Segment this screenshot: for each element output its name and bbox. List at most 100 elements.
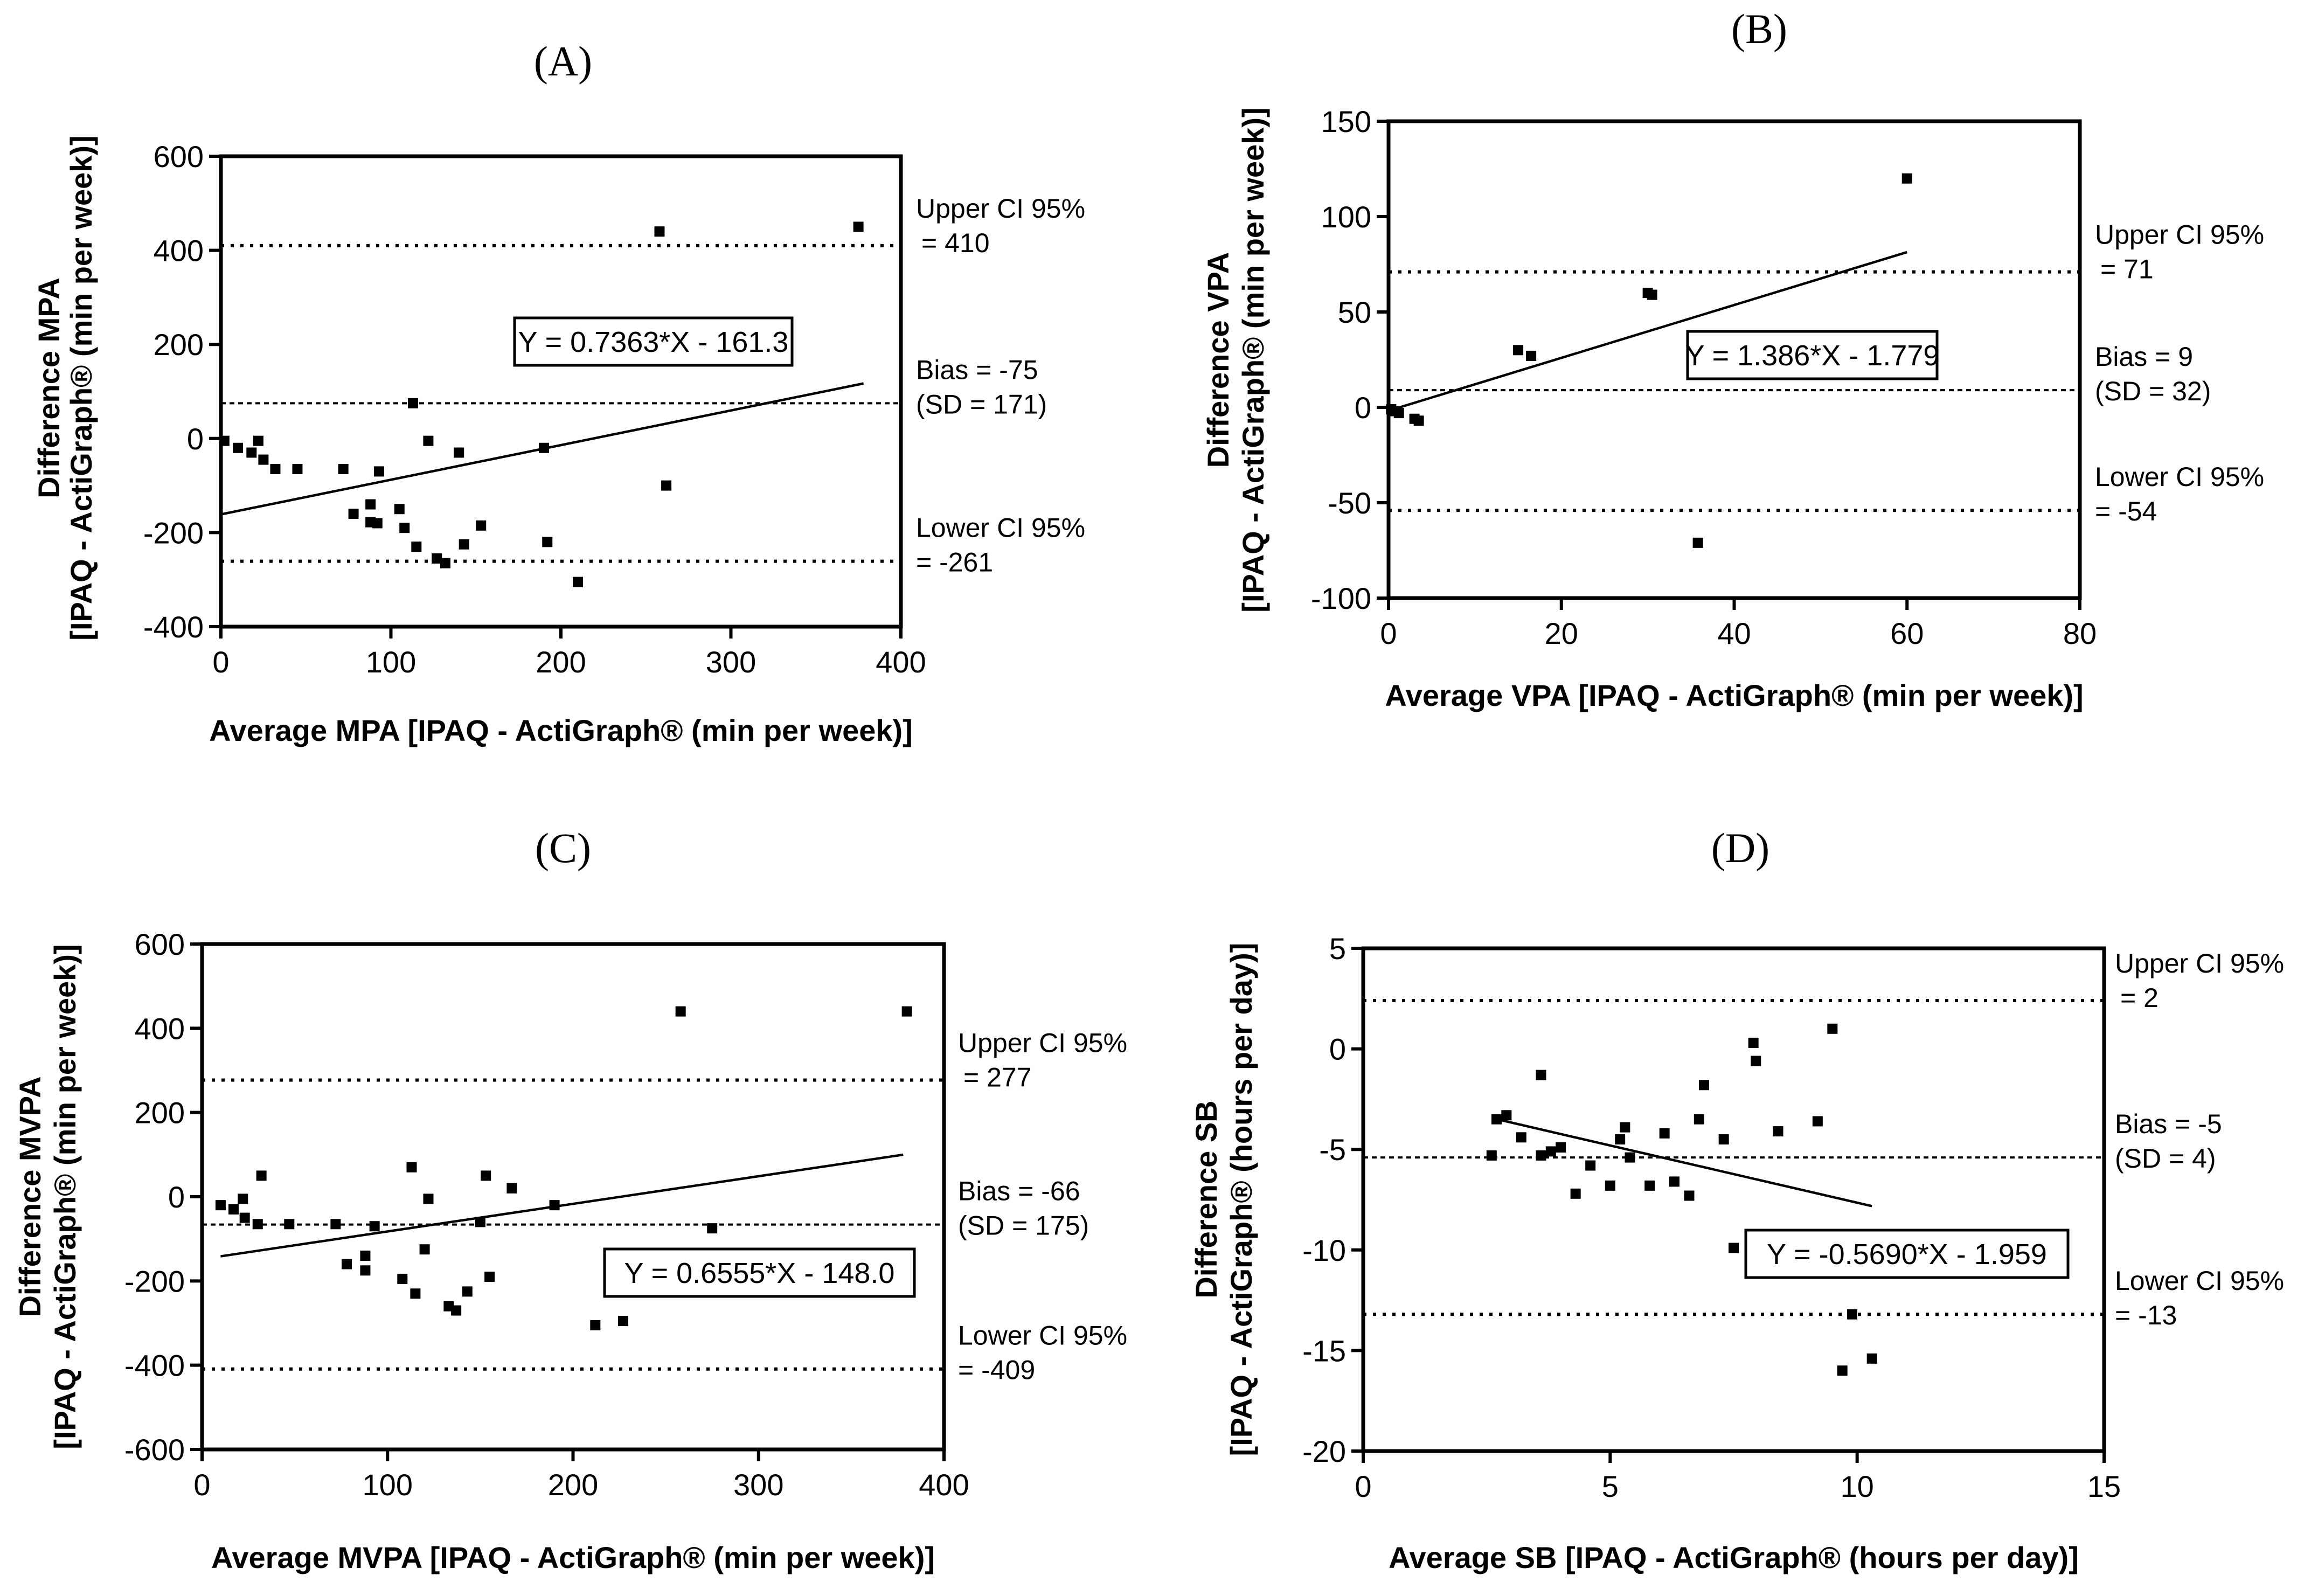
lower-ci-value: = -13 — [2115, 1300, 2177, 1330]
chart-panel-b: (B) -100 -50 0 50 100 150 0 20 40 60 80 Y = 1.386*X … — [1201, 5, 2264, 712]
data-point — [1625, 1152, 1635, 1163]
data-point — [542, 537, 553, 547]
y-tick-label: -200 — [124, 1264, 185, 1298]
data-point — [219, 435, 230, 446]
data-point — [252, 1219, 263, 1230]
data-point — [476, 520, 487, 531]
y-axis-label-line2: [IPAQ - ActiGraph® (hours per day)] — [1224, 943, 1258, 1456]
data-point — [853, 221, 864, 232]
data-point — [394, 504, 405, 515]
x-axis-label: Average SB [IPAQ - ActiGraph® (hours per… — [1389, 1541, 2079, 1574]
data-point — [284, 1219, 295, 1230]
data-point — [538, 442, 549, 453]
x-tick-label: 100 — [363, 1468, 413, 1502]
bias-sd-value: (SD = 4) — [2115, 1143, 2216, 1174]
y-tick-label: -600 — [124, 1433, 185, 1467]
data-point — [506, 1183, 517, 1193]
data-point — [410, 1288, 421, 1299]
chart-panel-c: (C) -600 -400 -200 0 200 400 600 0 100 200 300 400 Y … — [13, 824, 1127, 1574]
data-point — [573, 577, 584, 587]
data-point — [369, 1221, 380, 1232]
upper-ci-label: Upper CI 95% — [2095, 220, 2264, 250]
y-tick-label: 400 — [135, 1011, 185, 1045]
regression-equation-box — [513, 316, 794, 367]
lower-ci-label: Lower CI 95% — [916, 513, 1085, 543]
y-axis-label-line1: Difference MVPA — [13, 1076, 47, 1317]
lower-ci-label: Lower CI 95% — [958, 1321, 1127, 1351]
data-point — [373, 466, 384, 477]
x-tick-label: 0 — [193, 1468, 210, 1502]
data-point — [454, 447, 464, 458]
data-point — [399, 523, 410, 533]
data-point — [360, 1250, 371, 1261]
data-point — [1694, 1114, 1704, 1125]
upper-ci-value: = 2 — [2120, 983, 2159, 1013]
bias-label: Bias = -66 — [958, 1176, 1080, 1206]
data-point — [397, 1273, 408, 1284]
y-axis-label-line1: Difference SB — [1189, 1100, 1223, 1298]
data-point — [1748, 1037, 1759, 1048]
bias-sd-value: (SD = 32) — [2095, 376, 2211, 406]
data-point — [1644, 1180, 1655, 1191]
data-point — [1501, 1110, 1512, 1121]
data-point — [238, 1193, 248, 1204]
data-point — [901, 1006, 912, 1017]
data-point — [1718, 1134, 1729, 1145]
y-tick-label: -400 — [143, 610, 204, 644]
data-point — [1536, 1150, 1546, 1161]
data-point — [411, 542, 422, 552]
y-tick-label: 150 — [1321, 105, 1371, 138]
data-point — [423, 435, 434, 446]
regression-equation: Y = 1.386*X - 1.779 — [1685, 339, 1940, 372]
data-point — [1570, 1188, 1581, 1199]
data-point — [228, 1204, 239, 1215]
regression-equation-box — [1686, 330, 1939, 380]
lower-ci-label: Lower CI 95% — [2095, 462, 2264, 492]
data-point — [342, 1259, 352, 1269]
x-tick-label: 0 — [212, 645, 229, 679]
upper-ci-label: Upper CI 95% — [2115, 948, 2284, 979]
regression-line — [1388, 251, 1907, 412]
plot-frame — [200, 942, 946, 1452]
data-point — [459, 539, 469, 550]
y-tick-label: 5 — [1329, 932, 1346, 966]
bias-sd-value: (SD = 171) — [916, 389, 1047, 419]
data-point — [1669, 1176, 1679, 1187]
data-point — [1837, 1365, 1848, 1376]
data-point — [1516, 1132, 1526, 1143]
regression-equation: Y = -0.5690*X - 1.959 — [1767, 1238, 2047, 1271]
y-tick-label: 600 — [154, 140, 204, 174]
lower-ci-label: Lower CI 95% — [2115, 1266, 2284, 1296]
data-point — [675, 1006, 686, 1017]
x-tick-label: 80 — [2063, 616, 2097, 650]
x-tick-label: 400 — [919, 1468, 969, 1502]
y-tick-label: 200 — [135, 1096, 185, 1130]
y-tick-label: 100 — [1321, 200, 1371, 234]
data-point — [1393, 408, 1404, 419]
y-tick-label: -100 — [1311, 581, 1371, 615]
x-tick-label: 5 — [1602, 1469, 1619, 1503]
data-point — [419, 1244, 430, 1255]
data-point — [1827, 1023, 1838, 1034]
data-point — [1620, 1122, 1630, 1133]
data-point — [484, 1272, 495, 1282]
panel-title: (D) — [1711, 824, 1769, 871]
data-point — [481, 1170, 491, 1181]
data-point — [475, 1217, 485, 1227]
data-point — [348, 508, 359, 519]
y-tick-label: 0 — [168, 1180, 185, 1214]
lower-ci-value: = -261 — [916, 547, 993, 578]
data-point — [1699, 1080, 1709, 1091]
y-axis-label-line2: [IPAQ - ActiGraph® (min per week)] — [64, 135, 98, 640]
data-point — [239, 1212, 250, 1223]
chart-panel-d: (D) -20 -15 -10 -5 0 5 0 5 10 15 Y = -0.5690*X - 1.… — [1189, 824, 2284, 1574]
data-point — [617, 1316, 628, 1327]
bias-label: Bias = -75 — [916, 355, 1038, 385]
upper-ci-label: Upper CI 95% — [916, 193, 1085, 224]
y-tick-label: -15 — [1302, 1334, 1346, 1368]
x-tick-label: 10 — [1841, 1469, 1874, 1503]
regression-equation: Y = 0.7363*X - 161.3 — [518, 326, 789, 358]
y-tick-label: -400 — [124, 1349, 185, 1383]
data-point — [338, 464, 349, 475]
plot-frame — [219, 154, 903, 629]
